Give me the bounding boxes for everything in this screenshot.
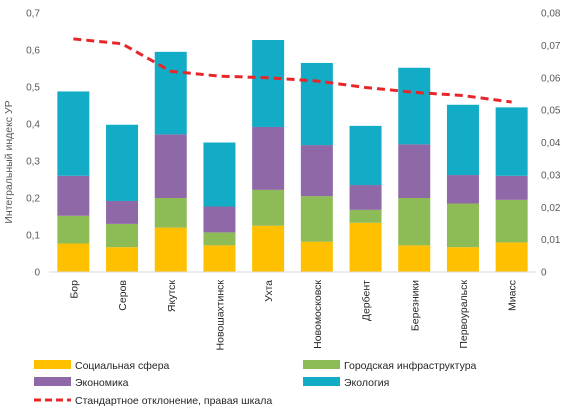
category-label: Новошахтинск bbox=[214, 280, 226, 351]
y-tick-label: 0,1 bbox=[26, 231, 40, 242]
y-tick-label: 0,4 bbox=[26, 120, 40, 131]
legend-label-0: Социальная сфера bbox=[75, 360, 170, 372]
bar-segment-3-7 bbox=[398, 67, 431, 145]
bar-segment-0-8 bbox=[446, 247, 479, 272]
y-tick-label: 0 bbox=[34, 268, 40, 279]
bar-segment-0-7 bbox=[398, 245, 431, 272]
bar-segment-1-2 bbox=[154, 198, 187, 228]
bar-segment-3-4 bbox=[252, 40, 285, 127]
right-axis-ticks: 0 0,01 0,02 0,03 0,04 0,05 0,06 0,07 0,08 bbox=[541, 9, 561, 279]
bar-segment-0-4 bbox=[252, 225, 285, 272]
legend: Социальная сфера Городская инфраструктура… bbox=[34, 360, 477, 407]
category-label: Якутск bbox=[166, 280, 178, 312]
bar-segment-1-0 bbox=[57, 215, 90, 244]
category-label: Новомосковск bbox=[312, 280, 324, 349]
bar-segment-0-2 bbox=[154, 227, 187, 272]
bar-segment-1-5 bbox=[300, 196, 333, 242]
legend-swatch-0 bbox=[34, 360, 71, 369]
bar-segment-1-9 bbox=[495, 199, 528, 243]
category-label: Дербент bbox=[361, 280, 373, 321]
y2-tick-label: 0,07 bbox=[541, 41, 561, 52]
bar-segment-3-5 bbox=[300, 62, 333, 146]
legend-swatch-2 bbox=[34, 377, 71, 386]
legend-swatch-3 bbox=[303, 377, 340, 386]
category-label: Миасс bbox=[507, 280, 519, 311]
bar-segment-2-8 bbox=[446, 175, 479, 204]
bar-segment-1-6 bbox=[349, 209, 382, 223]
y-tick-label: 0,7 bbox=[26, 9, 40, 20]
std-dev-line bbox=[73, 37, 512, 104]
y2-tick-label: 0,04 bbox=[541, 138, 561, 149]
left-axis-ticks: 0 0,1 0,2 0,3 0,4 0,5 0,6 0,7 bbox=[26, 9, 40, 279]
y-tick-label: 0,5 bbox=[26, 83, 40, 94]
category-label: Первоуральск bbox=[458, 280, 470, 349]
bar-segment-0-1 bbox=[106, 247, 139, 272]
bar-segment-2-1 bbox=[106, 200, 139, 224]
bar-segment-0-9 bbox=[495, 242, 528, 272]
bar-segment-2-9 bbox=[495, 175, 528, 200]
y2-tick-label: 0,01 bbox=[541, 235, 561, 246]
line-layer bbox=[73, 37, 512, 104]
bar-segment-1-3 bbox=[203, 232, 236, 246]
y2-tick-label: 0,05 bbox=[541, 106, 561, 117]
y2-tick-label: 0,03 bbox=[541, 170, 561, 181]
bar-segment-2-3 bbox=[203, 206, 236, 233]
y2-tick-label: 0,08 bbox=[541, 9, 561, 20]
y2-tick-label: 0 bbox=[541, 268, 547, 279]
category-label: Серов bbox=[117, 280, 129, 311]
legend-swatch-1 bbox=[303, 360, 340, 369]
category-label: Березники bbox=[409, 280, 421, 331]
bar-segment-3-9 bbox=[495, 107, 528, 176]
category-labels: Бор Серов Якутск Новошахтинск Ухта Новомосков… bbox=[68, 280, 518, 351]
y2-tick-label: 0,06 bbox=[541, 73, 561, 84]
bar-segment-1-4 bbox=[252, 189, 285, 226]
legend-label-3: Экология bbox=[344, 377, 389, 389]
category-label: Бор bbox=[68, 280, 80, 299]
bar-segment-3-6 bbox=[349, 125, 382, 186]
bar-segment-2-7 bbox=[398, 144, 431, 198]
y-tick-label: 0,6 bbox=[26, 46, 40, 57]
bar-segment-2-5 bbox=[300, 145, 333, 197]
bar-segment-0-6 bbox=[349, 222, 382, 272]
bars-layer bbox=[57, 40, 528, 272]
bar-segment-0-0 bbox=[57, 243, 90, 272]
bar-segment-0-5 bbox=[300, 241, 333, 272]
bar-segment-2-4 bbox=[252, 126, 285, 190]
bar-segment-0-3 bbox=[203, 245, 236, 272]
legend-label-2: Экономика bbox=[75, 377, 129, 389]
bar-segment-3-1 bbox=[106, 124, 139, 201]
bar-segment-2-6 bbox=[349, 185, 382, 210]
bar-segment-3-8 bbox=[446, 104, 479, 176]
bar-segment-2-2 bbox=[154, 134, 187, 198]
y-tick-label: 0,3 bbox=[26, 157, 40, 168]
category-label: Ухта bbox=[263, 280, 275, 302]
bar-segment-3-0 bbox=[57, 91, 90, 176]
bar-segment-1-7 bbox=[398, 198, 431, 246]
legend-label-1: Городская инфраструктура bbox=[344, 360, 477, 372]
y-tick-label: 0,2 bbox=[26, 194, 40, 205]
y2-tick-label: 0,02 bbox=[541, 203, 561, 214]
bar-segment-3-3 bbox=[203, 142, 236, 207]
bar-segment-2-0 bbox=[57, 175, 90, 216]
bar-segment-1-8 bbox=[446, 203, 479, 248]
bar-segment-1-1 bbox=[106, 223, 139, 248]
y-axis-title: Интегральный индекс УР bbox=[3, 100, 15, 223]
legend-label-4: Стандартное отклонение, правая шкала bbox=[75, 395, 272, 407]
